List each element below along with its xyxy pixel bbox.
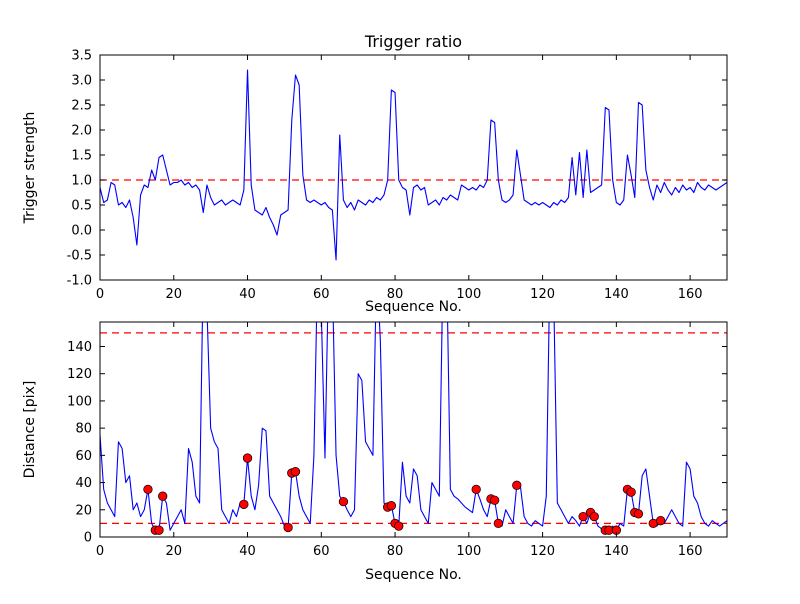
marker-point	[512, 480, 522, 490]
x-tick-label: 120	[530, 544, 555, 559]
x-tick-label: 60	[313, 544, 330, 559]
y-tick-label: 1.0	[71, 174, 92, 189]
x-tick-label: 160	[678, 544, 703, 559]
x-axis-label: Sequence No.	[365, 299, 462, 315]
x-axis-ticks: 0 20 40 60 80 100 120 140 160	[96, 55, 703, 302]
marker-point	[655, 516, 666, 526]
y-axis-label: Trigger strength	[22, 112, 38, 225]
marker-point	[154, 525, 164, 535]
marker-points	[143, 453, 666, 535]
subplot-1: 0 20 40 60 80 100 120 140 160 0 20 40 60 80 100 120 140 S…	[22, 321, 728, 583]
marker-point	[143, 484, 153, 495]
x-tick-label: 140	[604, 287, 629, 302]
x-tick-label: 40	[239, 544, 256, 559]
plot-frame	[99, 321, 728, 538]
chart-title: Trigger ratio	[364, 32, 462, 51]
x-tick-label: 20	[165, 544, 182, 559]
x-tick-label: 140	[604, 544, 629, 559]
x-tick-label: 0	[96, 287, 104, 302]
y-tick-label: 3.5	[71, 49, 92, 64]
marker-point	[239, 499, 249, 509]
marker-point	[283, 522, 293, 533]
y-tick-label: 3.0	[71, 74, 92, 89]
x-tick-label: 120	[530, 287, 555, 302]
y-tick-label: 120	[67, 367, 92, 382]
x-tick-label: 0	[96, 544, 104, 559]
y-tick-label: 0	[84, 531, 92, 546]
x-axis-label: Sequence No.	[365, 567, 462, 583]
x-tick-label: 80	[387, 544, 404, 559]
subplot-0: 0 20 40 60 80 100 120 140 160 -1.0 -0.5 0.0 0.5 1.0 1.…	[22, 32, 728, 315]
series-line	[100, 322, 727, 531]
y-tick-label: 2.5	[71, 99, 92, 114]
x-tick-label: 80	[387, 287, 404, 302]
marker-point	[471, 484, 481, 495]
y-tick-label: 140	[67, 340, 92, 355]
marker-point	[242, 453, 253, 463]
y-axis-ticks: 0 20 40 60 80 100 120 140	[67, 340, 727, 546]
marker-point	[489, 495, 500, 505]
marker-point	[589, 511, 599, 522]
x-axis-ticks: 0 20 40 60 80 100 120 140 160	[96, 322, 703, 559]
y-tick-label: 40	[75, 476, 92, 491]
x-tick-label: 20	[165, 287, 182, 302]
marker-point	[158, 491, 168, 501]
x-tick-label: 100	[456, 287, 481, 302]
y-tick-label: 0.0	[71, 224, 92, 239]
marker-point	[493, 518, 503, 529]
y-tick-label: 0.5	[71, 199, 92, 214]
y-tick-label: 80	[75, 422, 92, 437]
y-tick-label: 1.5	[71, 149, 92, 164]
marker-point	[633, 509, 644, 519]
marker-point	[394, 521, 404, 531]
plot-area	[100, 322, 727, 535]
y-axis-ticks: -1.0 -0.5 0.0 0.5 1.0 1.5 2.0 2.5 3.0 3.5	[67, 49, 727, 289]
x-tick-label: 100	[456, 544, 481, 559]
y-axis-label: Distance [pix]	[22, 381, 38, 479]
marker-point	[578, 511, 588, 522]
marker-point	[626, 487, 636, 497]
plot-frame	[99, 54, 728, 281]
y-tick-label: -0.5	[67, 249, 92, 264]
y-tick-label: 2.0	[71, 124, 92, 139]
marker-point	[386, 501, 397, 511]
y-tick-label: 100	[67, 394, 92, 409]
x-tick-label: 40	[239, 287, 256, 302]
marker-point	[290, 467, 301, 477]
plot-area	[100, 69, 727, 261]
y-tick-label: 60	[75, 449, 92, 464]
y-tick-label: -1.0	[67, 274, 92, 289]
series-line	[100, 69, 727, 261]
x-tick-label: 160	[678, 287, 703, 302]
y-tick-label: 20	[75, 503, 92, 518]
marker-point	[338, 496, 349, 507]
x-tick-label: 60	[313, 287, 330, 302]
